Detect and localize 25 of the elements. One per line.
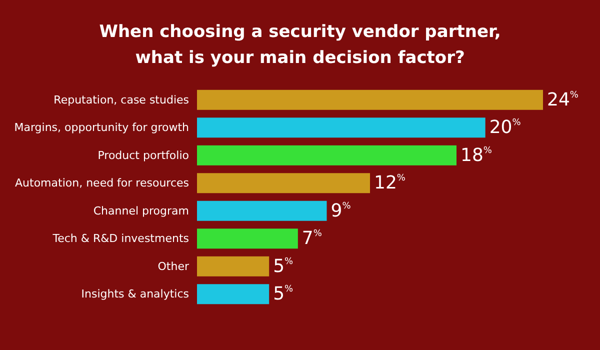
data-label: 9% <box>330 200 352 222</box>
bar <box>197 173 370 194</box>
data-label: 5% <box>273 284 294 305</box>
y-tick-label: Margins, opportunity for growth <box>14 121 190 134</box>
y-tick-label: Tech & R&D investments <box>52 232 190 246</box>
y-tick-label: Insights & analytics <box>81 288 190 301</box>
bar <box>197 118 486 138</box>
y-tick-label: Other <box>158 260 190 273</box>
chart-title: When choosing a security vendor partner, what is your main decision factor? <box>99 22 501 68</box>
data-label: 7% <box>302 228 322 250</box>
y-tick-label: Reputation, case studies <box>54 93 190 106</box>
bar <box>197 145 456 166</box>
data-label: 5% <box>273 256 294 277</box>
bar <box>197 200 327 221</box>
y-tick-label: Channel program <box>93 204 189 218</box>
data-label: 18% <box>460 144 492 166</box>
bar <box>197 284 270 304</box>
bar <box>197 90 543 110</box>
y-tick-label: Product portfolio <box>98 148 190 162</box>
y-tick-label: Automation, need for resources <box>15 176 190 190</box>
bar <box>197 256 270 276</box>
data-label: 20% <box>489 117 522 138</box>
bar <box>197 228 298 249</box>
data-label: 12% <box>374 172 406 194</box>
data-label: 24% <box>547 89 579 110</box>
